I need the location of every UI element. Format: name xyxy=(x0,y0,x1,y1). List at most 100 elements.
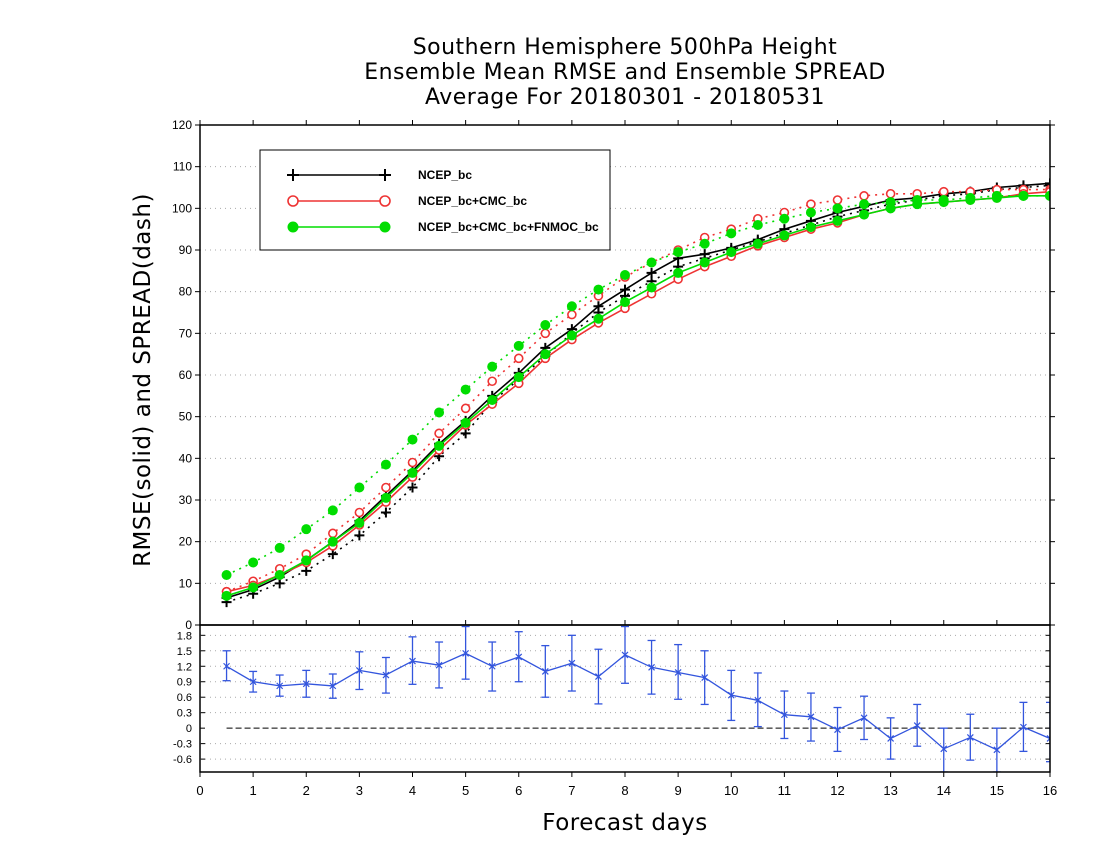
series-3-rmse-point xyxy=(460,417,471,428)
series-3-spread-point xyxy=(805,207,816,218)
series-2-spread-point xyxy=(832,195,843,205)
series-3-rmse-point xyxy=(991,192,1002,203)
series-3-rmse-point xyxy=(885,203,896,214)
difference-point xyxy=(913,722,921,730)
series-3-rmse-point xyxy=(354,517,365,528)
series-3-rmse-point xyxy=(274,570,285,580)
x-tick-label: 15 xyxy=(990,783,1004,798)
bottom-y-tick-label: 0.9 xyxy=(177,677,192,689)
legend-box xyxy=(259,149,611,251)
chart-title: Southern Hemisphere 500hPa Height Ensemb… xyxy=(200,35,1050,110)
x-axis-label: Forecast days xyxy=(542,810,708,836)
series-2-spread-point xyxy=(806,199,816,209)
difference-point xyxy=(701,674,709,682)
series-3-rmse-point xyxy=(646,282,657,293)
series-2-spread-point xyxy=(540,328,551,339)
series-3-rmse-point xyxy=(832,215,843,226)
series-3-rmse-point xyxy=(434,440,445,451)
series-2-spread-point xyxy=(859,191,869,201)
series-2-spread-point xyxy=(513,353,524,364)
series-3-spread-line xyxy=(226,195,1050,576)
series-1-spread-point xyxy=(354,530,365,541)
series-2-spread-line xyxy=(226,188,1050,593)
series-3-rmse-point xyxy=(726,247,737,258)
series-3-rmse-point xyxy=(327,536,338,547)
series-2-spread-point xyxy=(885,188,896,199)
series-3-spread-point xyxy=(620,270,630,280)
x-tick-label: 0 xyxy=(196,783,203,798)
series-3-rmse-point xyxy=(540,349,551,360)
series-3-rmse-point xyxy=(593,313,604,324)
series-2-spread-point xyxy=(354,507,365,518)
title-line-2: Ensemble Mean RMSE and Ensemble SPREAD xyxy=(364,60,886,85)
x-tick-label: 6 xyxy=(515,783,522,798)
series-3-spread-point xyxy=(779,213,790,224)
x-tick-label: 14 xyxy=(937,783,951,798)
legend-marker xyxy=(379,195,391,207)
legend-label-2: NCEP_bc+CMC_bc xyxy=(418,194,527,208)
legend-marker xyxy=(287,221,299,233)
x-tick-label: 1 xyxy=(250,783,257,798)
series-1-spread-point xyxy=(327,549,338,560)
difference-point xyxy=(355,666,363,674)
x-tick-label: 5 xyxy=(462,783,469,798)
x-tick-label: 3 xyxy=(356,783,363,798)
series-2-spread-point xyxy=(434,428,444,439)
series-3-rmse-point xyxy=(699,257,710,268)
series-3-spread-point xyxy=(752,220,763,230)
bottom-y-tick-label: 1.5 xyxy=(177,646,192,658)
series-3-rmse-point xyxy=(487,395,498,405)
series-2-spread-point xyxy=(460,403,471,414)
series-3-rmse-point xyxy=(779,230,790,241)
legend-marker xyxy=(287,195,299,207)
series-3-spread-point xyxy=(540,320,551,330)
series-3-spread-point xyxy=(646,257,657,268)
difference-point xyxy=(595,673,602,681)
y-tick-label: 100 xyxy=(172,201,192,215)
y-tick-label: 20 xyxy=(179,535,193,549)
x-tick-label: 16 xyxy=(1043,783,1057,798)
difference-point xyxy=(462,649,470,657)
x-tick-label: 2 xyxy=(303,783,310,798)
difference-point xyxy=(754,696,762,704)
series-3-rmse-point xyxy=(566,330,577,341)
y-tick-label: 0 xyxy=(185,618,192,632)
legend-label-3: NCEP_bc+CMC_bc+FNMOC_bc xyxy=(418,220,599,234)
difference-point xyxy=(807,713,815,721)
series-3-spread-point xyxy=(380,459,391,470)
series-3-rmse-point xyxy=(1018,190,1029,201)
legend-label-1: NCEP_bc xyxy=(418,168,472,182)
difference-point xyxy=(329,682,337,690)
series-3-spread-point xyxy=(859,199,870,210)
series-3-spread-point xyxy=(434,407,445,418)
x-tick-label: 7 xyxy=(568,783,575,798)
series-3-rmse-point xyxy=(965,195,976,205)
y-tick-label: 110 xyxy=(173,160,192,174)
x-tick-label: 8 xyxy=(621,783,628,798)
series-1-spread-point xyxy=(380,507,391,518)
legend: NCEP_bc NCEP_bc+CMC_bc NCEP_bc+CMC_bc+FNMO… xyxy=(259,149,611,251)
series-3-rmse-point xyxy=(752,238,763,249)
x-tick-label: 12 xyxy=(830,783,844,798)
series-3-spread-point xyxy=(673,247,684,258)
difference-line xyxy=(226,652,1050,751)
series-3-rmse-line xyxy=(226,195,1050,597)
series-1-rmse-point xyxy=(593,301,604,312)
difference-point xyxy=(541,667,549,675)
series-3-rmse-point xyxy=(938,197,949,208)
difference-point xyxy=(966,734,974,741)
title-line-1: Southern Hemisphere 500hPa Height xyxy=(412,35,838,60)
legend-marker xyxy=(379,169,391,181)
difference-point xyxy=(674,669,682,676)
legend-marker xyxy=(379,221,391,233)
series-2-spread-point xyxy=(487,376,497,387)
x-tick-label: 4 xyxy=(409,783,416,798)
series-3-spread-point xyxy=(248,557,259,568)
difference-point xyxy=(302,680,310,688)
series-1-spread-point xyxy=(301,565,312,576)
x-tick-label: 13 xyxy=(883,783,897,798)
series-3-rmse-point xyxy=(620,297,630,308)
series-3-spread-point xyxy=(487,361,498,372)
x-tick-label: 10 xyxy=(724,783,738,798)
bottom-series-group xyxy=(222,625,1050,772)
